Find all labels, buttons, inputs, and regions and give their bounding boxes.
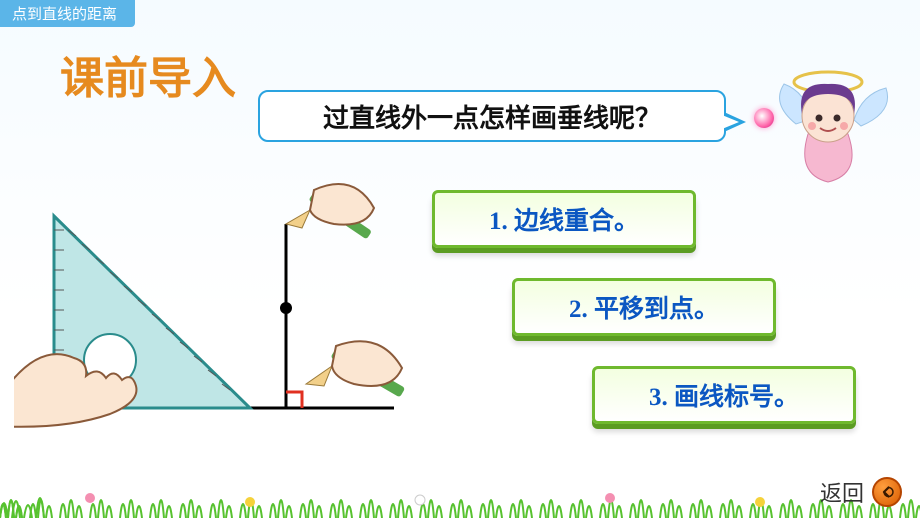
return-arrow-icon (878, 483, 896, 501)
step-1-label: 1. 边线重合。 (489, 201, 639, 237)
return-group: 返回 (820, 476, 902, 508)
speech-text: 过直线外一点怎样画垂线呢？ (323, 98, 661, 135)
step-box-3: 3. 画线标号。 (592, 366, 856, 424)
return-button[interactable] (872, 477, 902, 507)
point-icon (280, 302, 292, 314)
topbar-label: 点到直线的距离 (0, 0, 135, 27)
hand-upper-icon (286, 184, 374, 239)
page-title: 课前导入 (60, 42, 236, 106)
speech-bubble: 过直线外一点怎样画垂线呢？ (258, 90, 726, 142)
step-2-label: 2. 平移到点。 (569, 289, 719, 325)
grass-footer (0, 448, 920, 518)
slide: 点到直线的距离 课前导入 过直线外一点怎样画垂线呢？ (0, 0, 920, 518)
wing-icon (854, 88, 888, 126)
perpendicular-diagram (14, 180, 414, 440)
right-angle-icon (286, 392, 302, 408)
fairy-illustration (766, 64, 906, 194)
step-box-2: 2. 平移到点。 (512, 278, 776, 336)
speech-tail-icon (724, 112, 746, 132)
step-box-1: 1. 边线重合。 (432, 190, 696, 248)
hand-lower-icon (306, 341, 405, 397)
step-3-label: 3. 画线标号。 (649, 377, 799, 413)
return-label: 返回 (820, 476, 864, 508)
